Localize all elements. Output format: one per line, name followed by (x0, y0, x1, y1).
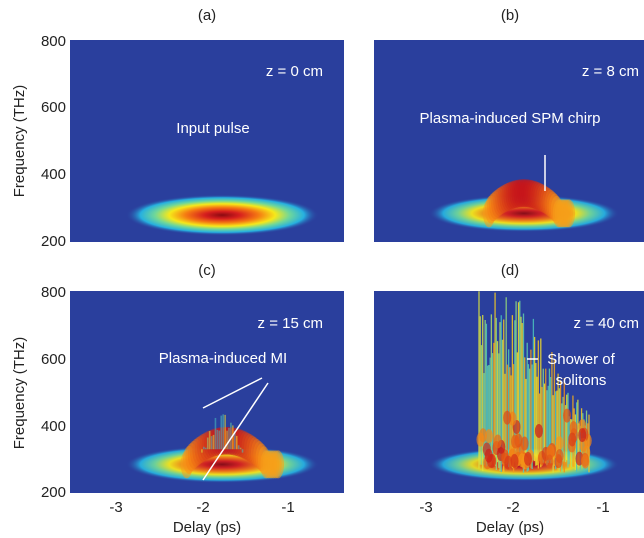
z-label-b: z = 8 cm (582, 63, 639, 80)
chirp-segment (563, 199, 575, 228)
ytick-a-600: 600 (41, 99, 66, 116)
panel-label-c: (c) (198, 262, 216, 279)
heatmap-b (429, 179, 619, 232)
soliton-core (504, 455, 513, 470)
annotation-d-line2: solitons (556, 372, 607, 389)
z-label-c: z = 15 cm (258, 315, 323, 332)
soliton-core (534, 423, 543, 438)
soliton-core (476, 432, 485, 447)
heatmap-c (125, 414, 319, 483)
panel-d: (d) z = 40 cm Shower of solitons -3 -2 -… (374, 262, 644, 536)
chirp-segment (272, 450, 285, 479)
soliton-core (484, 448, 493, 463)
panel-label-a: (a) (198, 7, 216, 24)
soliton-core (568, 432, 577, 447)
soliton-core (555, 449, 564, 464)
soliton-core (503, 410, 512, 425)
xtick-d-m2: -2 (506, 499, 519, 516)
soliton-core (518, 453, 527, 468)
panel-label-d: (d) (501, 262, 519, 279)
annotation-c-pointer-1 (202, 377, 263, 409)
soliton-core (523, 451, 532, 466)
soliton-core (578, 428, 587, 443)
xlabel-c: Delay (ps) (173, 519, 241, 536)
soliton-core (569, 421, 578, 436)
soliton-core (493, 434, 502, 449)
ytick-c-400: 400 (41, 418, 66, 435)
z-label-a: z = 0 cm (266, 63, 323, 80)
spectrogram-blob (125, 194, 319, 236)
xlabel-d: Delay (ps) (476, 519, 544, 536)
xtick-d-m1: -1 (596, 499, 609, 516)
panel-c: (c) z = 15 cm Plasma-induced MI Frequenc… (11, 262, 344, 536)
soliton-core (484, 429, 493, 444)
xtick-c-m3: -3 (109, 499, 122, 516)
panel-a: (a) z = 0 cm Input pulse Frequency (THz)… (11, 7, 344, 250)
soliton-core (545, 454, 554, 469)
xtick-c-m1: -1 (281, 499, 294, 516)
heatmap-a (125, 194, 319, 236)
ylabel-a: Frequency (THz) (11, 85, 28, 198)
xtick-d-m3: -3 (419, 499, 432, 516)
soliton-core (563, 408, 572, 423)
z-label-d: z = 40 cm (574, 315, 639, 332)
ytick-c-200: 200 (41, 484, 66, 501)
annotation-d-line1: Shower of (547, 351, 615, 368)
soliton-core (511, 434, 520, 449)
annotation-b: Plasma-induced SPM chirp (420, 110, 601, 127)
ylabel-c: Frequency (THz) (11, 337, 28, 450)
panel-b: (b) z = 8 cm Plasma-induced SPM chirp (374, 7, 644, 242)
annotation-c-pointer-2 (202, 382, 269, 481)
soliton-core (581, 454, 590, 469)
ytick-a-800: 800 (41, 33, 66, 50)
ytick-a-200: 200 (41, 233, 66, 250)
annotation-c: Plasma-induced MI (159, 350, 287, 367)
soliton-core (510, 453, 519, 468)
soliton-core (555, 436, 564, 451)
annotation-a: Input pulse (176, 120, 249, 137)
heatmap-d (429, 291, 619, 482)
ytick-c-600: 600 (41, 351, 66, 368)
xtick-c-m2: -2 (196, 499, 209, 516)
ytick-a-400: 400 (41, 166, 66, 183)
ytick-c-800: 800 (41, 284, 66, 301)
panel-label-b: (b) (501, 7, 519, 24)
